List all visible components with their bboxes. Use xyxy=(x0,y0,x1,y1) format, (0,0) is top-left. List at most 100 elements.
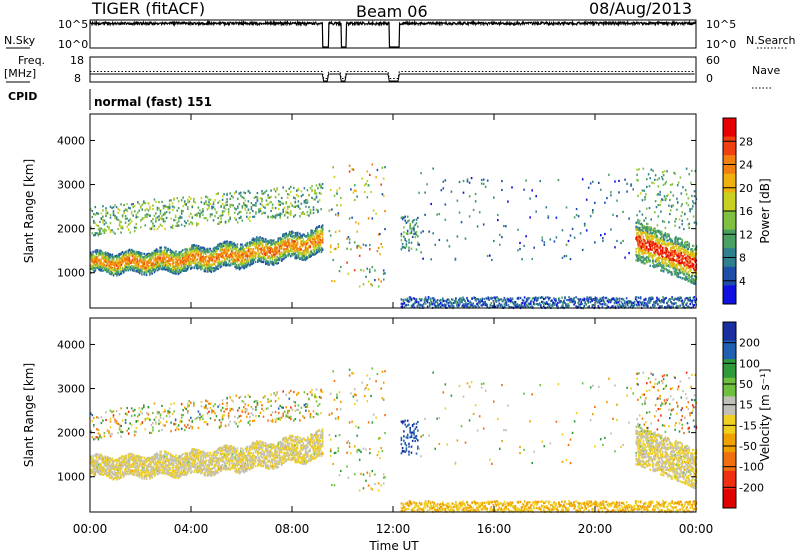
radar-cell xyxy=(271,207,274,210)
radar-cell xyxy=(100,232,103,235)
radar-cell xyxy=(641,243,644,246)
radar-cell xyxy=(166,266,168,270)
radar-cell xyxy=(291,230,293,233)
radar-cell xyxy=(105,212,107,215)
radar-cell xyxy=(283,247,285,250)
radar-cell xyxy=(286,211,289,214)
radar-cell xyxy=(535,195,537,198)
radar-cell xyxy=(96,232,98,235)
radar-cell xyxy=(115,272,117,275)
radar-cell xyxy=(303,199,306,203)
radar-cell xyxy=(282,210,284,213)
radar-cell xyxy=(217,217,219,220)
radar-cell xyxy=(468,181,471,184)
radar-cell xyxy=(185,258,187,261)
radar-cell xyxy=(464,237,467,240)
radar-cell xyxy=(191,250,193,254)
radar-cell xyxy=(286,207,289,211)
radar-cell xyxy=(133,261,135,264)
radar-cell xyxy=(261,200,263,203)
radar-cell xyxy=(254,257,257,260)
radar-cell xyxy=(134,254,136,257)
radar-cell xyxy=(312,212,315,215)
radar-cell xyxy=(238,267,241,270)
radar-cell xyxy=(283,233,285,236)
radar-cell xyxy=(283,244,285,247)
radar-cell xyxy=(277,237,280,240)
radar-cell xyxy=(482,178,485,181)
radar-cell xyxy=(271,250,274,253)
radar-cell xyxy=(561,229,564,232)
radar-cell xyxy=(221,202,224,205)
radar-cell xyxy=(451,302,453,305)
radar-cell xyxy=(130,267,133,270)
radar-cell xyxy=(192,245,194,248)
radar-cell xyxy=(207,251,209,254)
radar-cell xyxy=(237,221,239,224)
radar-cell xyxy=(121,214,124,217)
radar-cell xyxy=(157,261,159,264)
radar-cell xyxy=(153,228,156,231)
radar-cell xyxy=(257,238,259,242)
radar-cell xyxy=(259,202,262,205)
radar-cell xyxy=(154,252,157,255)
radar-cell xyxy=(252,204,254,207)
radar-cell xyxy=(216,253,218,256)
radar-cell xyxy=(612,213,614,216)
radar-cell xyxy=(182,257,184,260)
radar-cell xyxy=(296,251,299,254)
radar-cell xyxy=(213,256,216,259)
radar-cell xyxy=(185,251,187,254)
radar-cell xyxy=(176,253,178,256)
radar-cell xyxy=(265,238,267,241)
radar-cell xyxy=(194,245,197,248)
radar-cell xyxy=(182,196,184,199)
radar-cell xyxy=(174,267,176,270)
radar-cell xyxy=(103,264,106,267)
radar-cell xyxy=(403,302,406,305)
radar-cell xyxy=(234,245,236,248)
radar-cell xyxy=(179,258,182,261)
radar-cell xyxy=(146,263,149,266)
radar-cell xyxy=(382,177,385,180)
radar-cell xyxy=(499,233,501,236)
radar-cell xyxy=(192,261,194,264)
radar-cell xyxy=(302,258,305,261)
radar-cell xyxy=(146,269,149,272)
radar-cell xyxy=(227,249,230,252)
radar-cell xyxy=(107,262,109,265)
radar-cell xyxy=(108,254,110,257)
radar-cell xyxy=(215,211,218,214)
radar-cell xyxy=(282,235,284,238)
radar-cell xyxy=(129,266,132,269)
radar-cell xyxy=(303,241,306,244)
radar-cell xyxy=(217,267,219,270)
radar-cell xyxy=(636,221,638,224)
radar-cell xyxy=(294,234,297,237)
radar-cell xyxy=(244,250,247,253)
radar-cell xyxy=(128,259,131,262)
radar-cell xyxy=(101,253,103,256)
radar-cell xyxy=(514,301,517,304)
radar-cell xyxy=(160,246,162,249)
radar-cell xyxy=(103,219,106,222)
radar-cell xyxy=(424,213,426,216)
radar-cell xyxy=(260,238,262,241)
radar-cell xyxy=(205,200,207,203)
radar-cell xyxy=(295,234,298,237)
radar-cell xyxy=(118,273,120,276)
radar-cell xyxy=(161,217,163,221)
radar-cell xyxy=(167,268,169,271)
radar-cell xyxy=(155,260,158,263)
radar-cell xyxy=(297,200,300,203)
radar-cell xyxy=(244,253,247,256)
radar-cell xyxy=(174,219,177,222)
radar-cell xyxy=(592,180,594,183)
radar-cell xyxy=(300,253,302,256)
radar-cell xyxy=(262,211,265,214)
radar-cell xyxy=(286,234,289,237)
radar-cell xyxy=(190,267,192,270)
radar-cell xyxy=(441,301,443,304)
radar-cell xyxy=(236,266,239,269)
radar-cell xyxy=(274,250,276,253)
